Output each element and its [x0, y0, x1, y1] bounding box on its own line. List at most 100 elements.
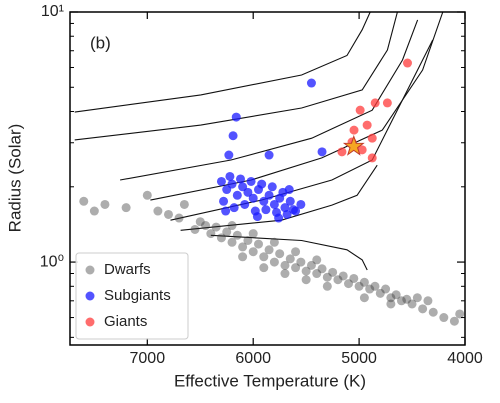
point: [142, 190, 152, 200]
point: [221, 206, 231, 216]
point: [455, 309, 465, 319]
point: [412, 293, 422, 303]
point: [231, 112, 241, 122]
point: [357, 145, 367, 155]
point: [243, 187, 253, 197]
point: [201, 221, 211, 231]
point: [227, 179, 237, 189]
x-tick-label: 6000: [235, 350, 271, 367]
point: [439, 313, 449, 323]
track-line: [210, 234, 368, 271]
point: [264, 150, 274, 160]
point: [338, 271, 348, 281]
point: [428, 307, 438, 317]
point: [328, 267, 338, 277]
point: [349, 273, 359, 283]
point: [317, 264, 327, 274]
point: [269, 237, 279, 247]
point: [259, 252, 269, 262]
point: [232, 190, 242, 200]
point: [248, 229, 258, 239]
point: [252, 212, 262, 222]
point: [100, 199, 110, 209]
point: [174, 213, 184, 223]
y-tick-label: 10¹: [41, 3, 64, 20]
point: [407, 299, 417, 309]
point: [354, 281, 364, 291]
point: [317, 147, 327, 157]
point: [235, 174, 245, 184]
point: [267, 182, 277, 192]
point: [232, 230, 242, 240]
point: [367, 133, 377, 143]
plot-frame: [69, 11, 466, 346]
point: [225, 171, 235, 181]
point: [89, 206, 99, 216]
point: [259, 263, 269, 273]
point: [370, 281, 380, 291]
annotation: (b): [90, 33, 111, 52]
legend-marker: [85, 317, 95, 327]
point: [121, 203, 131, 213]
legend-marker: [85, 291, 95, 301]
point: [206, 229, 216, 239]
point: [396, 296, 406, 306]
point: [264, 190, 274, 200]
point: [322, 281, 332, 291]
point: [211, 222, 221, 232]
track-line: [120, 19, 419, 181]
track-line: [180, 164, 378, 231]
point: [285, 254, 295, 264]
point: [296, 257, 306, 267]
point: [227, 237, 237, 247]
point: [264, 245, 274, 255]
point: [216, 233, 226, 243]
point: [367, 153, 377, 163]
x-tick-label: 5000: [341, 350, 377, 367]
highlight-star: [342, 134, 365, 156]
point: [280, 269, 290, 279]
point: [248, 247, 258, 257]
point: [246, 176, 256, 186]
point: [153, 206, 163, 216]
x-tick-label: 4000: [447, 350, 483, 367]
point: [227, 221, 237, 231]
point: [228, 131, 238, 141]
legend-label: Dwarfs: [104, 261, 151, 278]
point: [291, 263, 301, 273]
point: [365, 284, 375, 294]
point: [280, 260, 290, 270]
point: [306, 78, 316, 88]
point: [284, 185, 294, 195]
y-axis-label: Radius (Solar): [5, 124, 24, 233]
point: [285, 196, 295, 206]
point: [386, 299, 396, 309]
point: [248, 193, 258, 203]
point: [274, 213, 284, 223]
legend-label: Giants: [104, 313, 147, 330]
point: [402, 58, 412, 68]
point: [370, 98, 380, 108]
point: [362, 120, 372, 130]
point: [359, 293, 369, 303]
x-axis-label: Effective Temperature (K): [174, 371, 366, 390]
point: [402, 294, 412, 304]
point: [238, 252, 248, 262]
point: [306, 260, 316, 270]
track-line: [74, 12, 371, 113]
point: [222, 227, 232, 237]
point: [253, 239, 263, 249]
point: [337, 147, 347, 157]
point: [163, 209, 173, 219]
y-tick-label: 10⁰: [40, 253, 64, 270]
point: [375, 288, 385, 298]
point: [322, 272, 332, 282]
point: [391, 290, 401, 300]
point: [216, 176, 226, 186]
point: [423, 296, 433, 306]
point: [224, 150, 234, 160]
point: [195, 217, 205, 227]
point: [301, 266, 311, 276]
point: [288, 205, 298, 215]
